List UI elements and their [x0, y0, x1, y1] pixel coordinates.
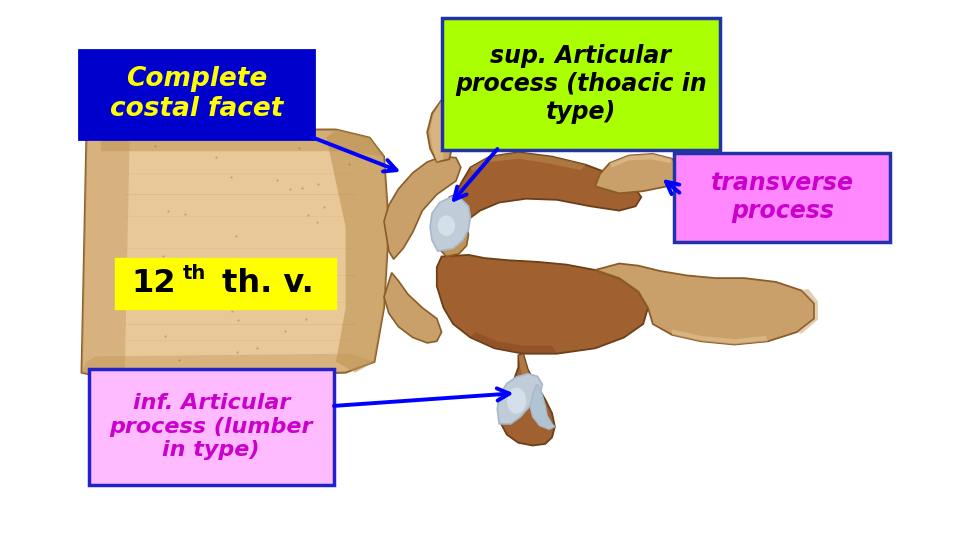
Polygon shape [101, 130, 384, 157]
Polygon shape [501, 354, 555, 445]
Text: inf. Articular
process (lumber
in type): inf. Articular process (lumber in type) [109, 394, 313, 460]
Polygon shape [82, 130, 134, 378]
Polygon shape [672, 329, 768, 345]
Polygon shape [456, 152, 641, 221]
Polygon shape [595, 264, 814, 345]
Polygon shape [384, 157, 461, 259]
Text: Complete
costal facet: Complete costal facet [110, 66, 283, 123]
Polygon shape [430, 197, 470, 251]
Text: th: th [182, 264, 205, 284]
FancyBboxPatch shape [115, 258, 336, 309]
Polygon shape [797, 289, 818, 334]
Polygon shape [497, 374, 542, 424]
Polygon shape [595, 154, 682, 193]
Ellipse shape [438, 215, 455, 236]
Polygon shape [384, 273, 442, 343]
Polygon shape [82, 354, 374, 373]
Text: th. v.: th. v. [211, 268, 314, 299]
FancyBboxPatch shape [79, 50, 315, 139]
Polygon shape [518, 354, 545, 413]
Polygon shape [427, 94, 466, 162]
Polygon shape [470, 152, 586, 172]
Polygon shape [430, 100, 446, 162]
Text: sup. Articular
process (thoacic in
type): sup. Articular process (thoacic in type) [455, 44, 707, 124]
FancyBboxPatch shape [442, 17, 720, 150]
Polygon shape [470, 332, 557, 354]
Polygon shape [82, 130, 389, 378]
Polygon shape [530, 384, 555, 429]
FancyBboxPatch shape [88, 368, 334, 485]
Polygon shape [326, 130, 389, 373]
Polygon shape [610, 154, 672, 167]
Text: 12: 12 [132, 268, 176, 299]
Polygon shape [438, 194, 468, 256]
Polygon shape [437, 255, 648, 354]
Text: transverse
process: transverse process [711, 171, 853, 223]
Ellipse shape [507, 388, 526, 414]
FancyBboxPatch shape [674, 152, 890, 241]
